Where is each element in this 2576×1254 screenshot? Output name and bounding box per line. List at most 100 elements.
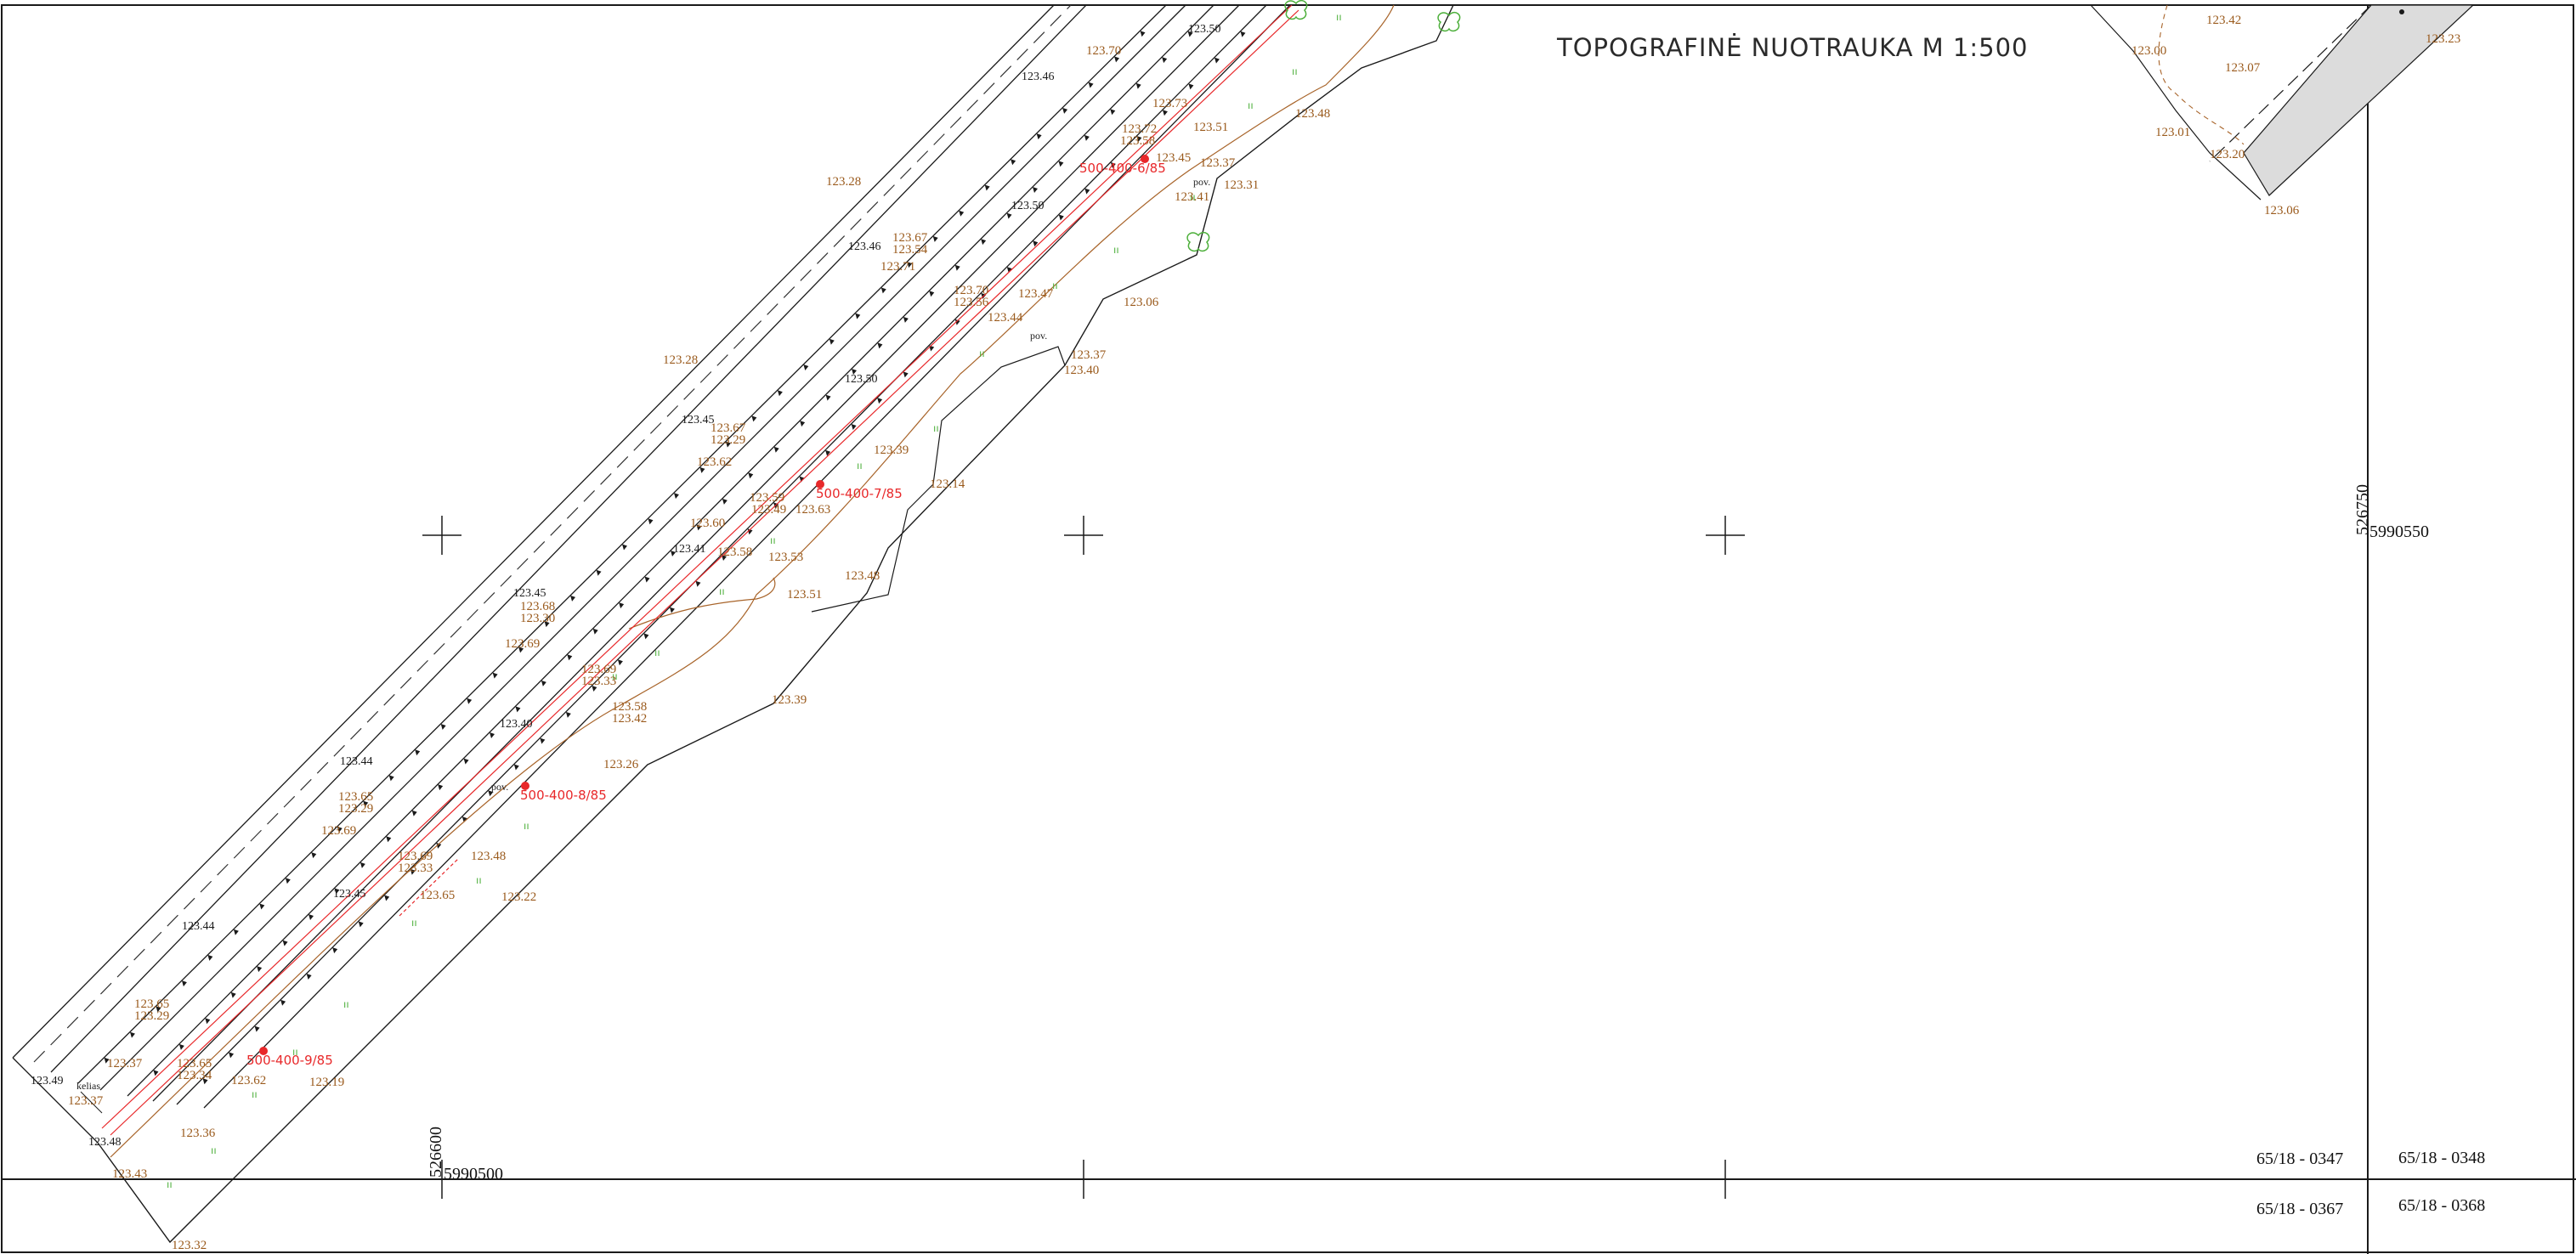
rail-tick [800, 421, 806, 427]
rail-tick [332, 947, 338, 954]
elevation-label: 123.41 [1175, 190, 1209, 204]
rail-tick [699, 466, 705, 473]
grass-mark: ıı [933, 422, 939, 434]
rail-tick [388, 775, 394, 782]
rail-tick [1058, 214, 1064, 221]
rail-tick [619, 602, 625, 609]
rail-tick [337, 826, 343, 833]
elevation-label: 123.60 [690, 517, 725, 530]
rail-tick [1006, 212, 1012, 219]
rail-tick [773, 446, 779, 453]
elevation-label: 123.31 [1224, 178, 1259, 192]
elevation-label: 123.45 [682, 414, 715, 426]
rail-tick [954, 319, 960, 325]
rail-tick [257, 966, 263, 973]
elevation-label: 123.39 [874, 443, 909, 457]
rail-tick [1084, 134, 1090, 141]
elevation-label: 123.48 [88, 1136, 122, 1149]
rail-tick [622, 544, 627, 551]
rail-tick [411, 810, 417, 816]
grid-crosses [422, 516, 1745, 1199]
grass-mark: ıı [1052, 280, 1058, 291]
rail-tick [363, 800, 369, 807]
pole-label: pov. [1193, 176, 1210, 188]
rail-tick [1187, 31, 1193, 37]
elevation-label: 123.65 [338, 790, 373, 804]
rail-tick [306, 973, 312, 980]
elevation-label: 123.06 [2264, 204, 2300, 217]
elevation-label: 123.68 [520, 600, 555, 613]
rail-tick [1006, 267, 1012, 274]
rail-tick [410, 868, 416, 875]
rail-tick [877, 398, 883, 404]
elevation-label: 123.51 [1193, 121, 1228, 134]
rail-tick [1114, 56, 1120, 63]
elevation-label: 123.62 [697, 455, 732, 469]
rail-tick [461, 816, 467, 823]
road-label: kelias [76, 1080, 100, 1092]
rail-tick [436, 842, 442, 849]
elevation-label: 123.69 [398, 850, 433, 863]
rail-tick [1110, 109, 1116, 116]
rail-tick [617, 659, 623, 666]
rail-tick [492, 672, 498, 679]
elevation-label: 123.47 [1018, 287, 1054, 301]
grass-mark: ıı [857, 460, 863, 472]
rail-tick [929, 291, 935, 297]
elevation-label: 123.59 [750, 491, 784, 505]
elevation-label: 123.63 [795, 503, 830, 517]
elevation-label: 123.30 [520, 612, 555, 625]
elevation-label: 123.58 [612, 700, 647, 714]
rail-tick [648, 518, 654, 525]
map-frame [1, 4, 2576, 1254]
elevation-label: 123.70 [954, 284, 988, 297]
elevation-label: 123.37 [1071, 348, 1107, 362]
rail-tick [855, 313, 861, 319]
survey-point-markers [259, 155, 1149, 1055]
elevation-label: 123.29 [134, 1009, 169, 1023]
elevation-label: 123.48 [471, 850, 506, 863]
rail-tick [903, 371, 909, 378]
grass-mark: ıı [476, 874, 482, 886]
grass-mark: ıı [211, 1144, 217, 1156]
railway-dashed-line [33, 4, 1072, 1063]
rail-tick [722, 555, 727, 561]
rail-tick [544, 621, 550, 628]
elevation-label: 123.37 [68, 1094, 104, 1108]
rail-tick [1140, 31, 1146, 37]
elevation-label: 123.29 [338, 802, 373, 816]
vegetation: ıı ıı ıı ıı ıı ıı ıı ıı ıı ıı ıı ıı ıı ıı ıı ıı ıı ıı ıı ıı… [167, 11, 1342, 1190]
rail-tick [1011, 159, 1016, 166]
sheet-number-0347: 65/18 - 0347 [2256, 1150, 2343, 1168]
survey-boundary [97, 4, 1454, 1244]
elevation-label: 123.06 [1124, 296, 1159, 309]
elevation-label: 123.46 [1022, 71, 1055, 83]
rail-tick [1162, 110, 1168, 116]
grass-mark: ıı [612, 670, 618, 682]
elevation-label: 123.43 [112, 1167, 147, 1181]
elevation-label: 123.19 [309, 1076, 344, 1089]
map-title: TOPOGRAFINĖ NUOTRAUKA M 1:500 [1556, 33, 2028, 62]
parcel-top-right [2090, 4, 2475, 201]
rail-tick [518, 647, 524, 653]
grass-mark: ıı [770, 534, 776, 546]
elevation-label: 123.28 [826, 175, 861, 189]
elevation-label: 123.67 [711, 421, 746, 435]
railway-dots [104, 31, 1246, 1085]
grass-mark: ıı [1248, 99, 1254, 111]
rail-tick [285, 878, 291, 884]
elevation-label: 123.65 [134, 997, 169, 1011]
rail-tick [360, 861, 365, 868]
grass-mark: ıı [1336, 11, 1342, 23]
pole-label: pov. [1030, 330, 1047, 342]
rail-tick [596, 569, 602, 576]
survey-point-label: 500-400-9/85 [246, 1053, 333, 1068]
elevation-label: 123.69 [321, 824, 356, 838]
elevation-label: 123.33 [398, 861, 433, 875]
elevation-label: 123.67 [892, 231, 928, 245]
elevation-label: 123.70 [1086, 44, 1121, 58]
rail-tick [1084, 188, 1090, 195]
road-edge-lines [110, 4, 1395, 1158]
rail-tick [229, 1052, 235, 1059]
rail-tick [440, 724, 446, 730]
